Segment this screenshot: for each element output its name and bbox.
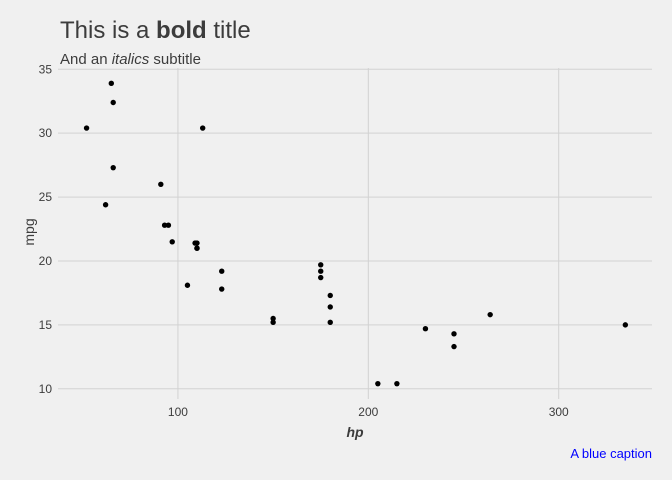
data-point [451,331,457,337]
data-point [219,286,225,292]
data-point [375,380,381,387]
data-point [270,319,276,326]
y-tick-labels: 10 15 20 25 30 35 [39,62,53,395]
data-point [199,125,206,131]
data-point [184,282,191,288]
y-tick-label: 25 [39,190,53,204]
data-point [161,222,168,228]
data-point [487,311,493,318]
data-point [192,240,198,246]
y-tick-label: 15 [39,318,53,332]
data-point [318,262,324,268]
x-tick-labels: 100 200 300 [168,405,569,419]
y-tick-label: 35 [39,62,53,76]
data-point [169,239,175,245]
x-tick-label: 300 [549,405,569,419]
data-point [219,268,225,274]
y-axis-label: mpg [21,218,37,245]
chart-subtitle-suffix: subtitle [149,51,201,68]
data-point [108,80,115,87]
data-point [110,164,116,171]
data-point [318,274,324,281]
data-point [394,380,400,387]
chart-title-suffix: title [207,17,251,44]
data-point [158,181,164,187]
data-point [102,202,109,208]
x-tick-label: 200 [358,405,378,419]
x-tick-label: 100 [168,405,188,419]
chart-subtitle-prefix: And an [60,51,112,68]
data-points [83,80,629,387]
chart-subtitle: And an italics subtitle [60,51,201,68]
data-point [270,315,276,322]
data-point [422,326,429,332]
y-tick-label: 10 [39,382,53,396]
data-point [327,304,333,310]
data-point [318,268,324,274]
chart-title: This is a bold title [60,17,251,44]
data-point [194,245,200,251]
data-point [327,319,333,326]
chart-title-bold: bold [156,17,207,44]
y-tick-label: 30 [39,126,53,140]
data-point [110,99,116,106]
data-point [327,292,333,299]
data-point [83,125,90,131]
data-point [622,322,629,328]
chart-subtitle-italic: italics [112,51,150,68]
data-point [451,343,457,350]
chart-title-prefix: This is a [60,17,156,44]
x-axis-label: hp [346,424,364,440]
data-point [165,222,172,228]
y-tick-label: 20 [39,254,53,268]
chart-caption: A blue caption [570,446,652,461]
x-gridlines [177,68,560,399]
y-gridlines [58,68,652,390]
